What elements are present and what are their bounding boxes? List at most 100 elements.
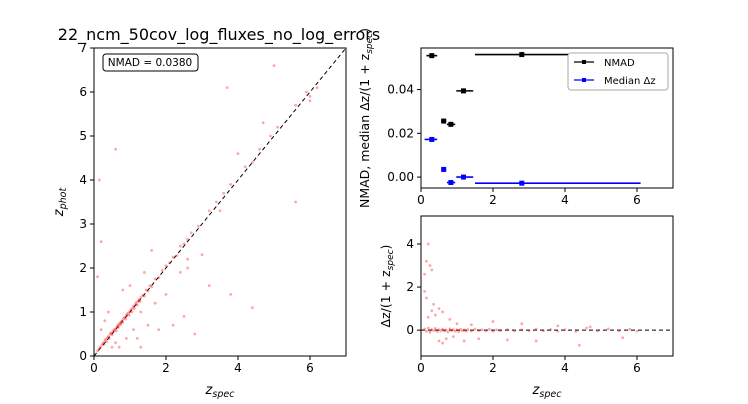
residual-point [441,327,444,331]
residuals-y-label-tail: ) [378,245,393,250]
median-point [429,136,435,142]
main-point [146,289,150,293]
median-point [441,166,447,172]
main-point [143,271,146,274]
residual-point [488,327,491,331]
main-point [131,306,135,309]
main-point [215,200,218,204]
main-point [157,328,161,331]
main-y-ticks: 0 1 2 3 4 5 6 7 [79,41,94,363]
main-point [315,86,319,89]
main-point [123,315,126,319]
main-point [127,313,131,317]
main-point [139,345,143,349]
main-point [119,320,123,324]
main-point [101,341,105,345]
main-y-tick-label: 6 [79,85,87,99]
residual-point [542,329,545,332]
residual-point [506,328,509,331]
main-point [135,337,139,340]
median-point [519,180,525,186]
residual-point [444,328,448,332]
main-y-label-base: z [52,208,67,217]
residual-point [534,327,538,331]
residual-point [498,329,502,332]
residuals-x-label-sub: spec [539,389,562,400]
main-point [114,329,118,333]
main-point [125,337,128,340]
residual-point [435,330,439,333]
residual-point [596,329,599,333]
main-point [119,323,123,327]
stats-y-tick-label: 0.02 [387,126,414,140]
residual-point [437,339,441,343]
main-point [110,345,114,349]
stats-y-label-tail: ) [357,28,372,33]
main-point [229,293,233,296]
main-y-tick-label: 3 [79,217,87,231]
main-x-label-sub: spec [212,389,235,400]
residual-point [574,330,578,333]
main-point [207,209,211,213]
nmad-point [460,88,466,94]
main-point [117,326,120,329]
main-x-tick-label: 0 [90,361,98,375]
residual-point [470,329,473,333]
residual-point [450,329,453,332]
main-point [132,307,136,310]
main-points [96,64,319,353]
residuals-y-label-sub: spec [386,249,396,270]
main-point [107,334,110,338]
main-point [146,323,150,327]
main-point [110,333,114,337]
residuals-y-tick-label: 2 [406,280,414,294]
main-point [153,301,157,305]
residual-point [617,329,621,333]
main-point [117,322,121,326]
residual-point [495,328,498,332]
residual-point [462,328,466,332]
residuals-y-tick-label: 4 [406,237,414,251]
residual-point [426,242,430,246]
main-point [100,343,104,347]
residual-point [470,323,473,327]
residuals-x-ticks: 0 2 4 6 [417,356,641,375]
main-point [114,147,117,151]
main-point [294,103,297,107]
main-y-tick-label: 4 [79,173,87,187]
residual-point [446,330,450,334]
residuals-x-axis-label: zspec [532,383,563,400]
main-point [120,319,124,323]
main-point [171,323,175,327]
main-point [103,319,107,323]
stats-y-tick-label: 0.04 [387,83,414,97]
residual-point [423,272,426,276]
main-point [272,64,276,67]
stats-x-tick-label: 0 [417,193,425,207]
main-point [117,345,121,349]
main-point [128,309,132,313]
residual-point [441,310,444,314]
residual-point [563,328,567,332]
main-point [121,288,125,292]
main-point [161,268,164,272]
residual-point [423,327,426,331]
median-point [448,180,454,186]
nmad-median-panel: 0 2 4 6 0.00 0.02 0.04 NMAD Median Δz NMAD, m… [357,28,674,208]
legend-median-label: Median Δz [604,76,656,87]
residual-point [588,325,592,329]
residual-point [484,329,488,333]
main-point [305,90,308,94]
residual-point [461,329,464,333]
residual-point [423,289,426,293]
residual-point [462,339,466,343]
main-point [182,242,186,246]
residual-point [441,341,444,345]
main-point [179,244,182,248]
main-point [107,310,110,314]
residual-point [480,328,484,332]
main-point [105,340,108,343]
median-point [460,174,466,180]
residual-point [556,324,560,328]
